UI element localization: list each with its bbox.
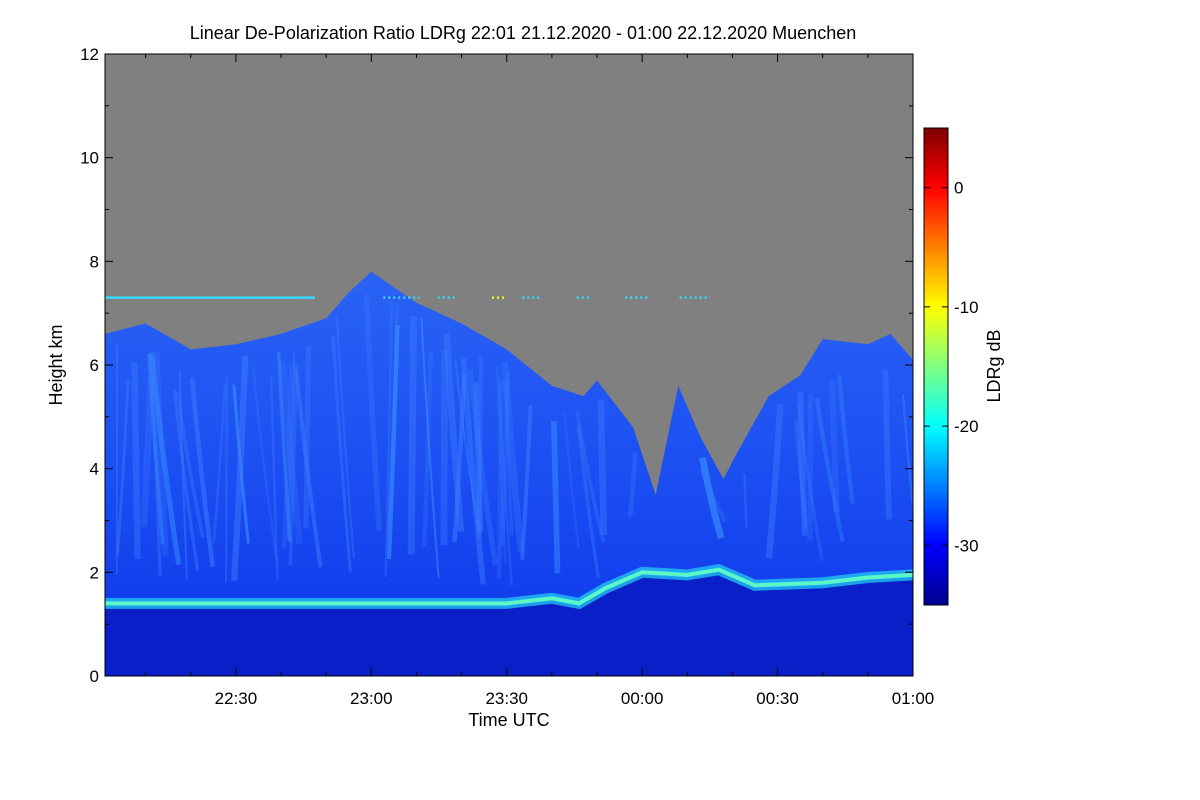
fall-streak <box>797 405 824 561</box>
fall-streak <box>473 382 484 533</box>
colorbar-gradient <box>923 127 949 606</box>
colorbar: 0 -10 -20 -30 LDRg dB <box>923 127 1004 606</box>
fall-streak <box>288 362 298 566</box>
fall-streak <box>151 358 162 577</box>
fall-streak <box>407 316 418 555</box>
x-tick-label: 00:00 <box>621 689 664 708</box>
colorbar-tick-label: 0 <box>954 179 963 198</box>
fall-streak <box>386 304 399 533</box>
fall-streak <box>270 377 279 580</box>
fall-streak <box>503 378 514 536</box>
below-boundary-layer-region <box>105 572 913 676</box>
fall-streak <box>251 365 278 561</box>
fall-streak <box>384 300 393 577</box>
chart-title: Linear De-Polarization Ratio LDRg 22:01 … <box>190 23 856 43</box>
fall-streak <box>807 394 814 541</box>
colorbar-tick-label: -20 <box>954 417 979 436</box>
fall-streak <box>178 371 188 579</box>
x-tick-label: 22:30 <box>215 689 258 708</box>
fall-streak <box>303 346 311 529</box>
colorbar-tick-label: -10 <box>954 298 979 317</box>
fall-streak <box>294 370 323 568</box>
fall-streak <box>278 360 304 545</box>
fall-streak <box>562 410 580 548</box>
fall-streak <box>276 351 292 543</box>
fall-streak <box>212 384 227 544</box>
colorbar-label: LDRg dB <box>984 329 1004 402</box>
fall-streak <box>152 351 169 556</box>
fall-streak <box>765 403 784 559</box>
x-axis: 22:30 23:00 23:30 00:00 00:30 01:00 <box>145 54 935 708</box>
fall-streak <box>224 377 229 583</box>
fall-streak <box>520 405 533 560</box>
fall-streak <box>460 358 486 585</box>
y-tick-label: 4 <box>90 460 99 479</box>
x-axis-label: Time UTC <box>468 710 549 730</box>
fall-streak <box>501 361 525 552</box>
fall-streak <box>551 421 561 574</box>
fall-streak <box>797 391 808 536</box>
y-tick-label: 8 <box>90 252 99 271</box>
fall-streak <box>335 317 355 559</box>
fall-streak <box>901 394 913 513</box>
fall-streak <box>814 398 845 543</box>
y-tick-label: 6 <box>90 356 99 375</box>
fall-streak <box>496 380 504 579</box>
plot-area <box>105 54 913 676</box>
fall-streak <box>497 375 513 586</box>
y-axis: 0 2 4 6 8 10 12 <box>80 45 913 686</box>
x-tick-label: 01:00 <box>892 689 935 708</box>
fall-streak <box>149 352 182 565</box>
fall-streak <box>452 372 467 543</box>
fall-streak <box>189 377 216 567</box>
fall-streak <box>422 351 433 547</box>
fall-streak <box>794 419 808 528</box>
fall-streak <box>175 392 205 538</box>
fall-streak <box>147 353 165 545</box>
fall-streak <box>627 452 638 517</box>
fall-streak <box>495 365 507 562</box>
fall-streak <box>363 294 382 531</box>
fall-streak <box>575 410 606 543</box>
fall-streak <box>420 318 440 578</box>
colorbar-tick-label: -30 <box>954 536 979 555</box>
y-axis-label: Height km <box>46 324 66 405</box>
y-tick-label: 2 <box>90 563 99 582</box>
fall-streak <box>331 336 352 572</box>
fall-streak <box>576 425 601 579</box>
fall-streak <box>454 359 480 528</box>
boundary-layer-band <box>105 567 913 606</box>
fall-streak <box>882 370 892 520</box>
y-tick-label: 10 <box>80 149 99 168</box>
fall-streak <box>500 371 510 546</box>
x-tick-label: 23:00 <box>350 689 393 708</box>
y-tick-label: 12 <box>80 45 99 64</box>
x-tick-label: 23:30 <box>485 689 528 708</box>
fall-streak <box>131 362 141 560</box>
y-tick-label: 0 <box>90 667 99 686</box>
fall-streak <box>467 369 499 566</box>
fall-streak <box>743 474 748 528</box>
fall-streak <box>140 375 155 528</box>
fall-streak <box>286 353 296 539</box>
fall-streaks <box>115 294 913 586</box>
fall-streak <box>829 379 840 512</box>
fall-streak <box>172 388 200 572</box>
fall-streak <box>837 374 855 504</box>
fall-streak <box>699 457 725 540</box>
fall-streak <box>116 378 130 555</box>
colorbar-ticks: 0 -10 -20 -30 <box>924 179 979 555</box>
fall-streak <box>699 467 728 523</box>
fall-streak <box>440 349 449 546</box>
fall-streak <box>231 355 249 581</box>
fall-streak <box>386 325 400 560</box>
fall-streak <box>597 400 608 536</box>
x-tick-label: 00:30 <box>756 689 799 708</box>
fall-streak <box>477 356 484 539</box>
fall-streak <box>282 364 294 549</box>
